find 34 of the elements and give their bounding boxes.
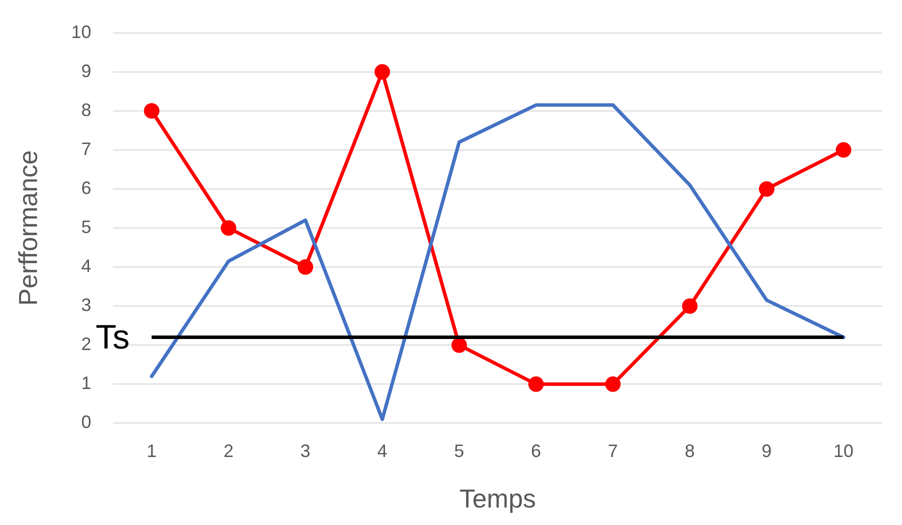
x-tick-label: 9 — [762, 440, 772, 461]
point — [220, 220, 236, 236]
x-tick-label: 6 — [531, 440, 542, 461]
y-tick-label: 3 — [81, 295, 92, 316]
point — [758, 181, 774, 197]
point — [451, 337, 467, 353]
x-tick-label: 1 — [146, 440, 157, 461]
y-tick-label: 8 — [81, 100, 92, 120]
y-tick-label: 0 — [81, 412, 92, 432]
y-tick-label: 9 — [81, 60, 92, 81]
x-axis-title: Temps — [459, 484, 536, 514]
x-tick-label: 3 — [300, 440, 310, 461]
x-tick-label: 2 — [224, 440, 234, 461]
point — [144, 103, 160, 119]
point — [836, 142, 852, 158]
point — [682, 298, 698, 314]
y-tick-label: 7 — [81, 138, 92, 159]
x-tick-label: 10 — [834, 440, 854, 461]
x-tick-label: 7 — [608, 440, 618, 461]
x-tick-label: 8 — [684, 440, 695, 461]
y-tick-label: 5 — [81, 216, 92, 237]
point — [605, 376, 621, 392]
y-axis-title: Perfformance — [12, 150, 43, 306]
point — [528, 376, 544, 392]
y-tick-label: 1 — [81, 373, 92, 394]
point — [298, 259, 314, 275]
y-tick-label: 6 — [81, 178, 92, 198]
x-tick-label: 5 — [454, 440, 464, 461]
y-tick-label: 10 — [71, 22, 92, 42]
x-tick-label: 4 — [377, 440, 388, 461]
y-tick-label: 2 — [81, 334, 92, 354]
point — [374, 64, 390, 80]
y-tick-label: 4 — [81, 256, 92, 276]
ref-line-label: Ts — [96, 318, 130, 357]
